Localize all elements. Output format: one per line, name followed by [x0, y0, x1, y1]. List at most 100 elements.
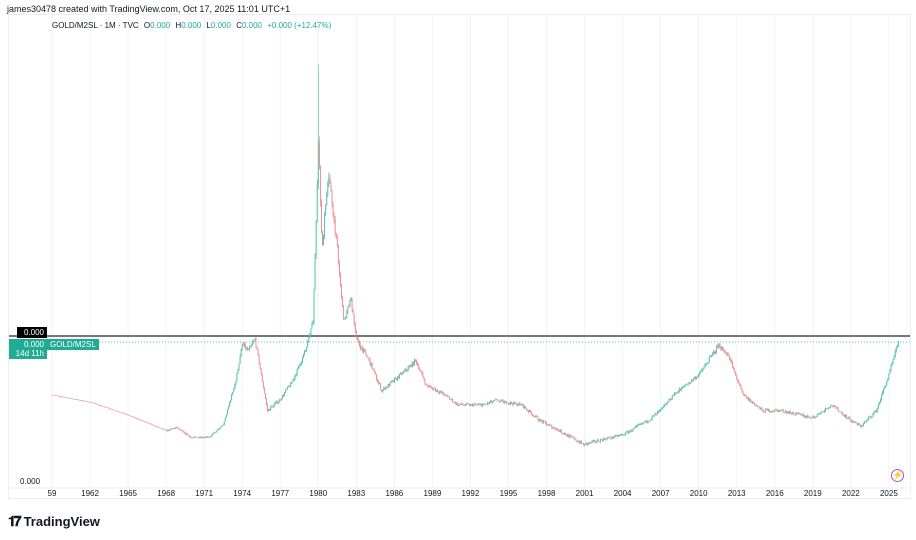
candle-body — [794, 414, 796, 415]
candle-body — [80, 400, 81, 401]
brand-name: TradingView — [23, 514, 100, 529]
candle-body — [163, 429, 165, 430]
candle-body — [340, 275, 341, 285]
candle-body — [776, 409, 778, 411]
candle-body — [360, 345, 361, 349]
candle-body — [394, 378, 396, 379]
candle-body — [699, 371, 701, 375]
candle-body — [706, 363, 708, 364]
candle-body — [166, 429, 168, 432]
candle-body — [612, 436, 614, 438]
x-tick-label: 59 — [48, 489, 57, 498]
candle-body — [431, 387, 433, 390]
candle-body — [72, 398, 74, 400]
candle-body — [790, 411, 792, 413]
candle-body — [566, 434, 568, 436]
candle-body — [716, 346, 718, 352]
candle-body — [255, 338, 257, 348]
candle-body — [145, 422, 147, 423]
candle-body — [189, 436, 191, 438]
candle-body — [874, 410, 876, 413]
candle-body — [315, 220, 317, 256]
candle-body — [876, 407, 878, 412]
candle-body — [62, 396, 64, 398]
candle-body — [122, 412, 124, 414]
candle-body — [418, 365, 420, 370]
candle-body — [739, 383, 741, 386]
candle-body — [781, 409, 783, 411]
candle-body — [497, 399, 499, 402]
candle-body — [762, 410, 764, 412]
candle-body — [285, 390, 286, 393]
candle-body — [616, 435, 618, 437]
candle-body — [222, 424, 224, 426]
candle-body — [245, 347, 247, 349]
candle-body — [69, 397, 71, 399]
candle-body — [349, 301, 351, 307]
candle-body — [850, 419, 852, 422]
candle-body — [439, 391, 441, 394]
candle-body — [112, 409, 114, 411]
candle-body — [457, 403, 459, 406]
candle-body — [662, 407, 664, 409]
candle-body — [789, 411, 791, 413]
candle-body — [54, 395, 56, 397]
candle-body — [90, 401, 92, 403]
candle-body — [316, 184, 318, 221]
candle-body — [81, 400, 83, 401]
candle-body — [223, 421, 225, 425]
candle-body — [826, 408, 827, 410]
candle-body — [564, 433, 565, 435]
candle-body — [624, 434, 626, 436]
price-axis-label: 0.000 — [20, 477, 41, 486]
candle-body — [487, 402, 489, 404]
candle-body — [93, 403, 95, 404]
legend-symbol[interactable]: GOLD/M2SL · 1M · TVC — [52, 21, 139, 30]
x-tick-label: 2013 — [728, 489, 746, 498]
candle-body — [556, 429, 558, 431]
candle-body — [510, 402, 512, 404]
candle-body — [849, 417, 851, 420]
candle-body — [147, 422, 149, 424]
candle-body — [882, 392, 883, 395]
candle-body — [55, 395, 57, 397]
candle-body — [282, 395, 284, 396]
candle-body — [680, 388, 682, 390]
candle-body — [188, 435, 190, 437]
lightning-icon[interactable]: ⚡ — [891, 469, 904, 482]
candle-body — [351, 297, 353, 309]
candle-body — [206, 436, 208, 438]
candle-body — [129, 415, 131, 417]
candle-body — [529, 410, 531, 412]
candle-body — [634, 426, 636, 428]
candle-body — [541, 420, 543, 423]
candle-body — [407, 367, 409, 370]
candle-body — [659, 410, 661, 412]
candle-body — [501, 400, 503, 401]
candle-body — [377, 379, 378, 382]
candle-body — [66, 397, 68, 399]
x-tick-label: 1986 — [385, 489, 403, 498]
candle-body — [821, 411, 823, 412]
candle-body — [177, 427, 179, 429]
candle-body — [606, 438, 608, 440]
candle-body — [707, 362, 709, 364]
candle-body — [85, 401, 87, 402]
candle-body — [815, 416, 817, 418]
candle-body — [694, 377, 695, 379]
candle-body — [757, 406, 759, 408]
candle-body — [625, 431, 627, 435]
candle-body — [92, 402, 94, 404]
candle-body — [257, 348, 259, 356]
x-tick-label: 2022 — [842, 489, 860, 498]
candle-body — [170, 428, 172, 430]
candle-body — [250, 345, 252, 347]
candle-body — [419, 369, 421, 371]
candle-body — [318, 141, 320, 168]
candle-body — [296, 369, 298, 375]
tradingview-logo[interactable]: 𝟏𝟕 TradingView — [8, 513, 100, 530]
candle-body — [183, 431, 185, 433]
candle-body — [737, 379, 739, 382]
candle-body — [229, 402, 230, 407]
